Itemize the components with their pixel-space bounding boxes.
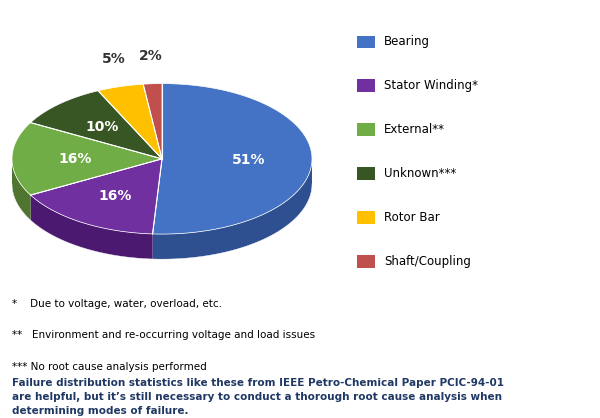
Polygon shape: [143, 84, 162, 159]
Text: External**: External**: [384, 123, 445, 136]
Text: 2%: 2%: [139, 49, 163, 63]
Polygon shape: [152, 84, 312, 234]
Text: Unknown***: Unknown***: [384, 167, 456, 180]
Polygon shape: [152, 160, 312, 259]
Polygon shape: [12, 159, 31, 220]
Bar: [357, 36, 375, 48]
Bar: [357, 79, 375, 92]
Polygon shape: [98, 84, 162, 159]
Bar: [357, 123, 375, 136]
Text: 5%: 5%: [102, 52, 126, 66]
Polygon shape: [31, 91, 162, 159]
Bar: [357, 255, 375, 268]
Text: 16%: 16%: [98, 189, 132, 203]
Text: Failure distribution statistics like these from IEEE Petro-Chemical Paper PCIC-9: Failure distribution statistics like the…: [12, 378, 504, 416]
Text: Stator Winding*: Stator Winding*: [384, 79, 478, 92]
Text: 51%: 51%: [232, 153, 266, 167]
Text: Bearing: Bearing: [384, 35, 430, 48]
Text: 10%: 10%: [86, 120, 119, 134]
Text: 16%: 16%: [58, 152, 92, 166]
Text: Shaft/Coupling: Shaft/Coupling: [384, 255, 471, 268]
Bar: [357, 167, 375, 180]
Polygon shape: [31, 159, 162, 234]
Polygon shape: [12, 122, 162, 195]
Text: *    Due to voltage, water, overload, etc.: * Due to voltage, water, overload, etc.: [12, 299, 222, 309]
Text: *** No root cause analysis performed: *** No root cause analysis performed: [12, 362, 207, 372]
Bar: [357, 211, 375, 224]
Text: Rotor Bar: Rotor Bar: [384, 211, 440, 224]
Polygon shape: [31, 195, 152, 259]
Text: **   Environment and re-occurring voltage and load issues: ** Environment and re-occurring voltage …: [12, 330, 315, 340]
